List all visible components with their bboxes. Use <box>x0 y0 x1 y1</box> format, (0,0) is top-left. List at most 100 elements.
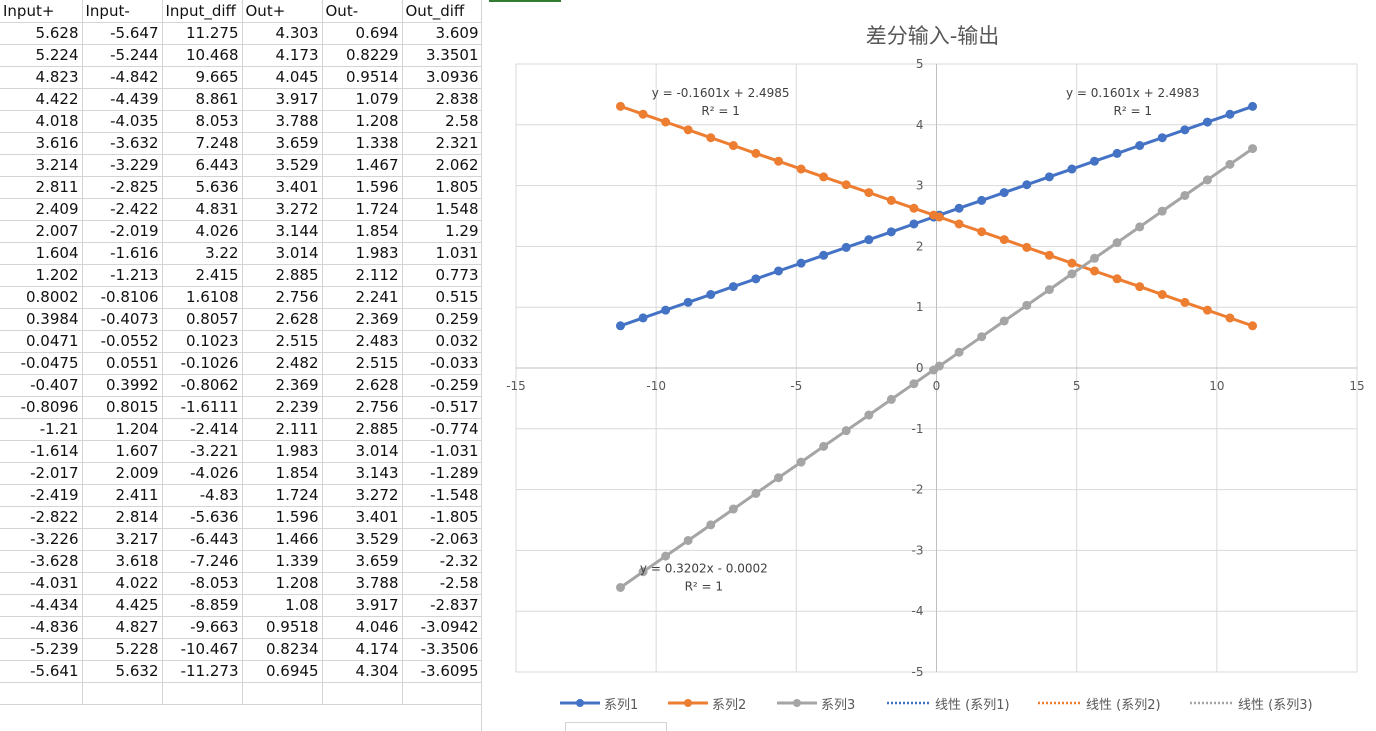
cell[interactable]: 1.467 <box>322 154 403 177</box>
cell[interactable]: 4.304 <box>322 660 403 683</box>
cell[interactable]: -4.842 <box>82 66 163 89</box>
data-point-series-3[interactable] <box>864 410 874 420</box>
data-point-series-2[interactable] <box>774 156 784 166</box>
data-point-series-3[interactable] <box>615 582 625 592</box>
cell[interactable]: -10.467 <box>162 638 243 661</box>
trendline-r2[interactable]: R² = 1 <box>685 579 723 593</box>
cell[interactable]: 2.411 <box>82 484 163 507</box>
cell[interactable]: -3.6095 <box>402 660 483 683</box>
legend-item-series-2[interactable]: 系列2 <box>668 692 746 714</box>
cell[interactable]: 3.788 <box>242 110 323 133</box>
cell[interactable]: 3.917 <box>322 594 403 617</box>
data-point-series-2[interactable] <box>1202 305 1212 315</box>
cell[interactable]: 1.08 <box>242 594 323 617</box>
cell[interactable]: -2.063 <box>402 528 483 551</box>
cell[interactable]: 1.031 <box>402 242 483 265</box>
data-point-series-3[interactable] <box>819 441 829 451</box>
cell[interactable]: -3.226 <box>0 528 83 551</box>
cell[interactable]: 3.014 <box>322 440 403 463</box>
cell[interactable]: 3.401 <box>322 506 403 529</box>
data-point-series-1[interactable] <box>683 297 693 307</box>
cell[interactable]: 0.8229 <box>322 44 403 67</box>
data-point-series-3[interactable] <box>1248 144 1258 154</box>
data-point-series-2[interactable] <box>751 148 761 158</box>
cell[interactable]: -9.663 <box>162 616 243 639</box>
cell[interactable]: 4.422 <box>0 88 83 111</box>
column-header[interactable]: Out+ <box>242 0 323 23</box>
cell[interactable]: -3.632 <box>82 132 163 155</box>
cell[interactable]: -1.616 <box>82 242 163 265</box>
cell[interactable]: -0.259 <box>402 374 483 397</box>
cell[interactable]: -5.636 <box>162 506 243 529</box>
data-point-series-2[interactable] <box>1022 242 1032 252</box>
cell[interactable]: 4.026 <box>162 220 243 243</box>
data-point-series-3[interactable] <box>751 488 761 498</box>
trendline-r2[interactable]: R² = 1 <box>701 104 739 118</box>
cell[interactable]: 1.339 <box>242 550 323 573</box>
cell[interactable]: 2.007 <box>0 220 83 243</box>
data-point-series-1[interactable] <box>1202 117 1212 127</box>
cell[interactable]: 5.224 <box>0 44 83 67</box>
column-header[interactable]: Input- <box>82 0 163 23</box>
cell[interactable]: 2.811 <box>0 176 83 199</box>
data-point-series-1[interactable] <box>774 266 784 276</box>
data-point-series-1[interactable] <box>1248 101 1258 111</box>
cell[interactable]: 1.724 <box>322 198 403 221</box>
cell[interactable]: -2.017 <box>0 462 83 485</box>
cell[interactable]: -2.019 <box>82 220 163 243</box>
data-point-series-1[interactable] <box>728 282 738 292</box>
cell[interactable]: 3.917 <box>242 88 323 111</box>
cell[interactable]: 4.022 <box>82 572 163 595</box>
cell[interactable]: 0.515 <box>402 286 483 309</box>
cell[interactable]: 4.303 <box>242 22 323 45</box>
data-point-series-2[interactable] <box>661 117 671 127</box>
cell[interactable]: -1.805 <box>402 506 483 529</box>
chart[interactable]: 差分输入-输出 -15 -10 -5 0 5 10 15 -5 -4 -3 -2 -1 0 1 2 3 4 5 y … <box>489 0 1376 731</box>
cell[interactable]: 3.659 <box>242 132 323 155</box>
cell[interactable]: -4.83 <box>162 484 243 507</box>
data-point-series-2[interactable] <box>841 180 851 190</box>
cell[interactable] <box>402 682 483 705</box>
column-header[interactable]: Input_diff <box>162 0 243 23</box>
data-point-series-2[interactable] <box>1248 321 1258 331</box>
data-point-series-1[interactable] <box>615 321 625 331</box>
cell[interactable]: -1.031 <box>402 440 483 463</box>
cell[interactable]: -0.033 <box>402 352 483 375</box>
cell[interactable]: 8.861 <box>162 88 243 111</box>
data-point-series-1[interactable] <box>796 258 806 268</box>
cell[interactable]: 2.009 <box>82 462 163 485</box>
data-point-series-3[interactable] <box>638 567 648 577</box>
cell[interactable]: 4.045 <box>242 66 323 89</box>
cell[interactable]: -2.58 <box>402 572 483 595</box>
cell[interactable]: 0.3984 <box>0 308 83 331</box>
data-point-series-1[interactable] <box>1112 148 1122 158</box>
trendline-equation[interactable]: y = 0.1601x + 2.4983 <box>1066 86 1200 100</box>
cell[interactable]: 3.659 <box>322 550 403 573</box>
cell[interactable]: 4.018 <box>0 110 83 133</box>
cell[interactable]: 0.8015 <box>82 396 163 419</box>
cell[interactable]: 2.838 <box>402 88 483 111</box>
data-point-series-3[interactable] <box>886 394 896 404</box>
cell[interactable]: 3.143 <box>322 462 403 485</box>
cell[interactable] <box>322 682 403 705</box>
cell[interactable]: 1.805 <box>402 176 483 199</box>
cell[interactable]: 0.694 <box>322 22 403 45</box>
cell[interactable]: 0.6945 <box>242 660 323 683</box>
trendline-equation[interactable]: y = -0.1601x + 2.4985 <box>652 86 790 100</box>
cell[interactable]: 1.29 <box>402 220 483 243</box>
cell[interactable]: 0.9514 <box>322 66 403 89</box>
legend-item-trend-1[interactable]: 线性 (系列1) <box>887 692 1010 714</box>
cell[interactable]: 2.482 <box>242 352 323 375</box>
data-point-series-3[interactable] <box>661 551 671 561</box>
data-point-series-1[interactable] <box>1044 172 1054 182</box>
cell[interactable]: 2.415 <box>162 264 243 287</box>
data-point-series-3[interactable] <box>977 332 987 342</box>
cell[interactable]: 4.827 <box>82 616 163 639</box>
data-point-series-2[interactable] <box>1067 258 1077 268</box>
cell[interactable]: -7.246 <box>162 550 243 573</box>
cell[interactable]: 3.609 <box>402 22 483 45</box>
cell[interactable]: 1.208 <box>242 572 323 595</box>
data-point-series-3[interactable] <box>1112 238 1122 248</box>
cell[interactable]: 2.756 <box>322 396 403 419</box>
data-point-series-3[interactable] <box>1225 159 1235 169</box>
